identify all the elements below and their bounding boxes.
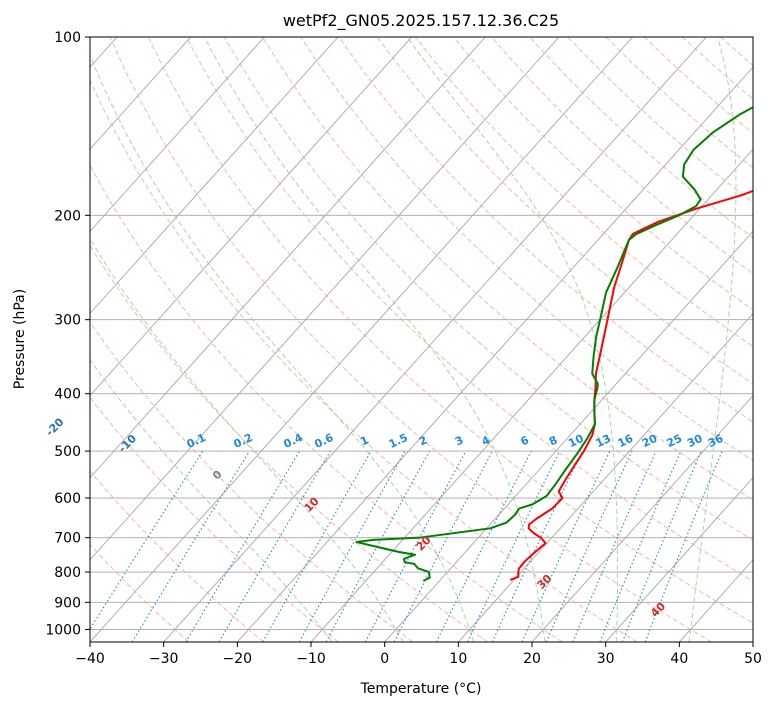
dry-adiabat-line — [262, 37, 753, 501]
axes: −40 −30 −20 −10 0 10 20 30 40 50 100 200 300 400 500 60… — [45, 30, 762, 667]
isotherm-line — [384, 230, 753, 642]
x-tick-label: −10 — [296, 651, 326, 667]
mixing-ratio-line — [131, 450, 251, 642]
isotherm-line — [90, 37, 192, 150]
y-axis-label: Pressure (hPa) — [12, 289, 28, 389]
y-tick-label: 1000 — [45, 622, 81, 638]
isotherm-line — [90, 37, 339, 315]
dry-adiabat-line — [109, 37, 712, 642]
plot-frame — [89, 36, 754, 643]
x-tick-label: 10 — [449, 651, 467, 667]
y-tick-label: 300 — [54, 313, 81, 329]
y-tick-label: 600 — [54, 491, 81, 507]
mixing-ratio-line — [599, 450, 682, 642]
isotherm-line — [531, 394, 753, 642]
y-tick-label: 800 — [54, 565, 81, 581]
x-tick-label: 50 — [744, 651, 762, 667]
mixing-ratio-line — [435, 450, 532, 642]
isotherm-line — [90, 37, 560, 561]
mixing-ratio-line — [545, 450, 633, 642]
dry-adiabat-line — [90, 470, 264, 642]
isotherm-line — [236, 66, 753, 642]
x-tick-label: 40 — [670, 651, 688, 667]
dry-adiabat-line — [185, 37, 753, 582]
x-tick-label: −20 — [223, 651, 253, 667]
mixing-ratio-label: 25 — [665, 432, 684, 450]
isotherm-line — [90, 37, 265, 233]
moist-adiabat-line — [90, 53, 475, 642]
dry-adiabat-line — [90, 321, 414, 642]
x-tick-label: 20 — [523, 651, 541, 667]
mixing-ratio-line — [90, 450, 204, 630]
mixing-ratio-label: 13 — [594, 432, 613, 450]
isotherm-line — [605, 477, 753, 642]
x-axis-label: Temperature (°C) — [360, 681, 482, 697]
mixing-ratio-label: 20 — [640, 432, 660, 450]
mixing-ratio-line — [262, 450, 372, 642]
moist-adiabat-line — [90, 237, 404, 642]
mixing-ratio-label: 36 — [706, 432, 726, 450]
mixing-ratio-line — [325, 450, 431, 642]
isotherm-line — [90, 37, 413, 397]
series-layer — [355, 106, 753, 582]
mixing-ratio-line — [644, 450, 723, 642]
moist-adiabat-line — [90, 359, 333, 642]
dry-adiabat-line — [338, 37, 753, 423]
isotherm-line — [457, 312, 753, 642]
x-tick-label: −40 — [75, 651, 105, 667]
isotherm-line — [163, 37, 707, 642]
y-tick-label: 400 — [54, 387, 81, 403]
y-tick-label: 100 — [54, 30, 81, 46]
x-tick-label: 0 — [380, 651, 389, 667]
mixing-ratio-label: 16 — [616, 432, 636, 450]
temperature-line — [509, 189, 753, 581]
mixing-ratio-line — [621, 450, 702, 642]
dry-adiabat-line — [453, 37, 753, 311]
isotherm-line — [90, 37, 634, 642]
y-tick-label: 700 — [54, 531, 81, 547]
isotherm-line — [90, 37, 486, 479]
y-tick-label: 500 — [54, 444, 81, 460]
dry-adiabat-line — [224, 37, 753, 541]
dry-adiabat-line — [90, 244, 488, 642]
chart-title: wetPf2_GN05.2025.157.12.36.C25 — [283, 11, 559, 31]
mixing-ratio-line — [572, 450, 657, 642]
y-tick-label: 200 — [54, 208, 81, 224]
x-tick-label: −30 — [149, 651, 179, 667]
mixing-ratio-label: 10 — [566, 432, 586, 450]
x-tick-label: 30 — [597, 651, 615, 667]
dry-adiabat-line — [376, 37, 753, 385]
background-lines — [90, 37, 753, 642]
dewpoint-line — [355, 106, 753, 582]
moist-adiabat-line — [203, 37, 546, 642]
mixing-ratio-label: 30 — [685, 432, 705, 450]
dry-adiabat-line — [90, 78, 638, 642]
y-tick-label: 900 — [54, 595, 81, 611]
moist-adiabat-line — [688, 37, 737, 642]
mixing-ratio-line — [298, 450, 406, 642]
dry-adiabat-line — [147, 37, 753, 624]
dry-adiabat-line — [90, 164, 563, 642]
